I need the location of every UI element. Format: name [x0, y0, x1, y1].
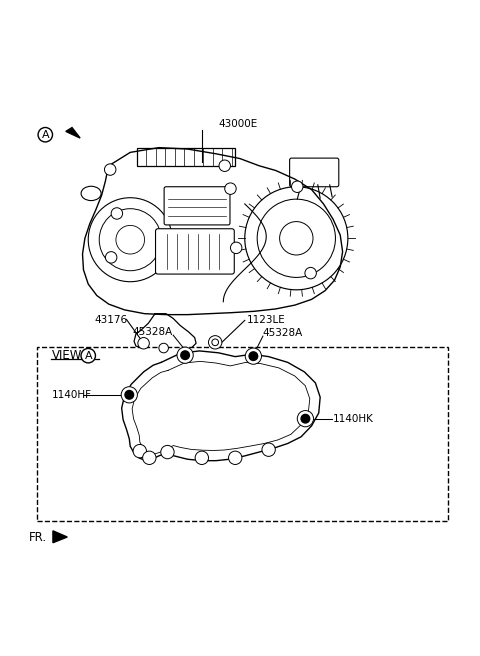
- Text: A: A: [41, 130, 49, 140]
- Text: 43000E: 43000E: [218, 119, 258, 129]
- Circle shape: [228, 451, 242, 464]
- FancyBboxPatch shape: [156, 229, 234, 274]
- Circle shape: [111, 208, 122, 219]
- Circle shape: [177, 347, 193, 363]
- Text: 1123LE: 1123LE: [247, 316, 286, 325]
- FancyBboxPatch shape: [164, 187, 230, 225]
- Circle shape: [208, 336, 222, 349]
- Circle shape: [245, 348, 262, 364]
- FancyBboxPatch shape: [137, 148, 235, 166]
- Circle shape: [230, 242, 242, 254]
- Circle shape: [133, 445, 146, 458]
- Text: 45328A: 45328A: [262, 328, 302, 338]
- Circle shape: [291, 181, 303, 192]
- Text: VIEW: VIEW: [51, 349, 82, 362]
- Circle shape: [106, 252, 117, 263]
- Circle shape: [249, 352, 258, 360]
- Circle shape: [305, 268, 316, 279]
- Circle shape: [125, 390, 133, 399]
- FancyBboxPatch shape: [37, 347, 447, 522]
- Polygon shape: [66, 127, 80, 138]
- Circle shape: [181, 351, 190, 359]
- Circle shape: [143, 451, 156, 464]
- Text: 43176: 43176: [95, 316, 128, 325]
- Circle shape: [225, 183, 236, 194]
- Circle shape: [297, 411, 313, 427]
- Circle shape: [138, 338, 149, 349]
- Text: A: A: [84, 351, 92, 361]
- FancyBboxPatch shape: [311, 397, 320, 415]
- Polygon shape: [53, 531, 67, 543]
- Text: 1140HK: 1140HK: [333, 414, 374, 424]
- Text: 45328A: 45328A: [132, 327, 173, 337]
- Text: FR.: FR.: [29, 531, 47, 544]
- Circle shape: [212, 339, 218, 346]
- FancyBboxPatch shape: [311, 416, 320, 434]
- Circle shape: [121, 386, 137, 403]
- Circle shape: [105, 164, 116, 175]
- Circle shape: [161, 445, 174, 459]
- Circle shape: [195, 451, 208, 464]
- Circle shape: [219, 160, 230, 171]
- Text: 1140HF: 1140HF: [51, 390, 92, 400]
- Circle shape: [301, 415, 310, 423]
- Circle shape: [159, 343, 168, 353]
- Circle shape: [262, 443, 276, 457]
- FancyBboxPatch shape: [289, 158, 339, 187]
